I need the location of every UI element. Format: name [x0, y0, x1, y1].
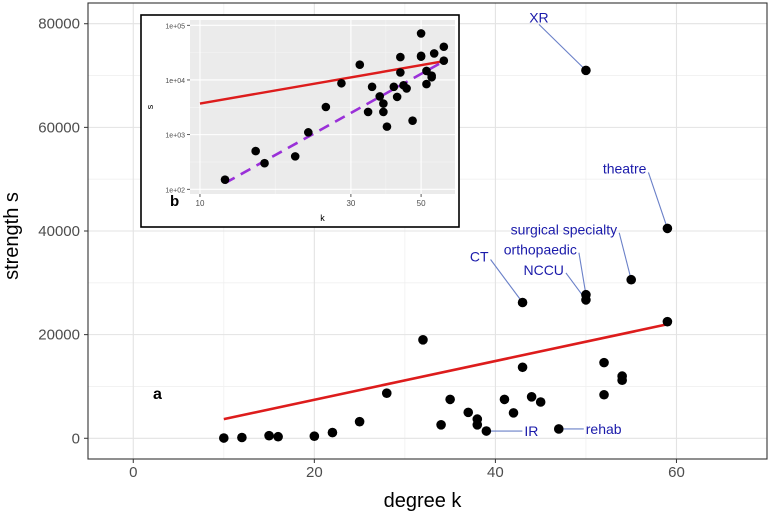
label-connector [578, 252, 587, 295]
point-label: orthopaedic [504, 242, 577, 258]
data-point [526, 392, 537, 402]
data-point [264, 430, 274, 441]
inset-y-tick-label: 1e+04 [165, 78, 185, 85]
data-point [327, 427, 338, 438]
inset-x-tick-label: 30 [346, 199, 355, 208]
data-point [517, 362, 528, 373]
inset-x-tick-label: 10 [196, 199, 205, 208]
inset-data-point [422, 79, 431, 89]
data-point [381, 388, 392, 398]
inset-data-point [408, 116, 417, 125]
data-point [309, 431, 320, 442]
inset-data-point [392, 92, 402, 102]
label-connector [618, 232, 632, 280]
inset-data-point [290, 152, 300, 161]
inset-data-point [427, 72, 436, 82]
inset-data-point [382, 122, 392, 131]
x-axis-title: degree k [384, 490, 463, 512]
point-label: NCCU [523, 262, 563, 278]
data-point [581, 295, 591, 305]
data-point [517, 297, 528, 308]
data-point [219, 433, 229, 443]
label-connector [490, 259, 524, 303]
data-point [445, 394, 455, 405]
data-point [535, 397, 546, 407]
data-point [662, 316, 673, 327]
data-point [354, 416, 365, 427]
data-point [581, 65, 591, 76]
inset-data-point [429, 49, 439, 58]
point-label: rehab [586, 421, 622, 437]
inset-data-point [402, 84, 411, 93]
data-point [418, 335, 428, 345]
inset-data-point [303, 128, 313, 137]
inset-y-tick-label: 1e+05 [165, 23, 185, 30]
y-axis-title: strength s [1, 192, 23, 280]
inset-data-point [251, 146, 260, 156]
data-point [626, 274, 636, 285]
y-tick-label: 80000 [38, 16, 80, 33]
inset-data-point [337, 78, 346, 88]
inset-y-axis-title: s [145, 104, 155, 109]
inset-data-point [355, 60, 365, 70]
data-point [617, 375, 627, 386]
point-label: theatre [603, 160, 647, 176]
data-point [508, 408, 519, 418]
data-point [273, 431, 283, 442]
data-point [662, 223, 673, 234]
data-point [463, 407, 474, 418]
inset-fit-line-linear [199, 60, 445, 105]
inset-data-point [379, 99, 388, 108]
inset-data-point [396, 52, 405, 62]
inset-data-point [367, 82, 377, 92]
data-point [553, 424, 564, 434]
inset-data-point [220, 175, 230, 184]
y-tick-label: 40000 [38, 223, 80, 240]
inset-data-point [439, 42, 449, 52]
data-point [237, 432, 247, 443]
x-tick-label: 0 [129, 464, 137, 481]
data-point [599, 389, 609, 400]
inset-data-point [379, 107, 388, 117]
panel-b: 10 30 50 1e+02 1e+03 1e+04 1e+05 k s b [140, 14, 460, 228]
y-tick-label: 60000 [38, 119, 80, 136]
inset-x-tick-label: 50 [417, 199, 426, 208]
inset-x-axis-title: k [320, 213, 325, 223]
inset-data-point [439, 56, 449, 66]
label-connector [538, 23, 587, 71]
inset-data-point [416, 52, 426, 61]
data-point [481, 426, 492, 436]
x-tick-label: 20 [306, 464, 323, 481]
data-point [499, 394, 510, 405]
fit-line [223, 323, 668, 421]
inset-data-point [389, 82, 399, 92]
panel-label-a: a [153, 386, 162, 403]
x-tick-label: 40 [487, 464, 504, 481]
inset-data-point [396, 68, 405, 77]
inset-data-point [260, 158, 269, 168]
point-label: CT [470, 249, 489, 265]
inset-y-tick-label: 1e+03 [165, 133, 185, 140]
inset-data-point [321, 102, 331, 112]
inset-y-tick-label: 1e+02 [165, 187, 185, 194]
y-tick-label: 0 [72, 430, 80, 447]
point-label: surgical specialty [511, 222, 618, 238]
point-label: IR [524, 423, 538, 439]
y-tick-label: 20000 [38, 327, 80, 344]
data-point [599, 357, 609, 368]
label-connector [647, 172, 668, 229]
inset-data-point [375, 92, 385, 101]
inset-data-point [416, 29, 426, 38]
panel-label-b: b [170, 193, 179, 210]
data-point [472, 420, 483, 430]
data-point [436, 420, 446, 430]
x-tick-label: 60 [668, 464, 685, 481]
inset-data-point [363, 107, 373, 117]
point-label: XR [529, 9, 548, 25]
